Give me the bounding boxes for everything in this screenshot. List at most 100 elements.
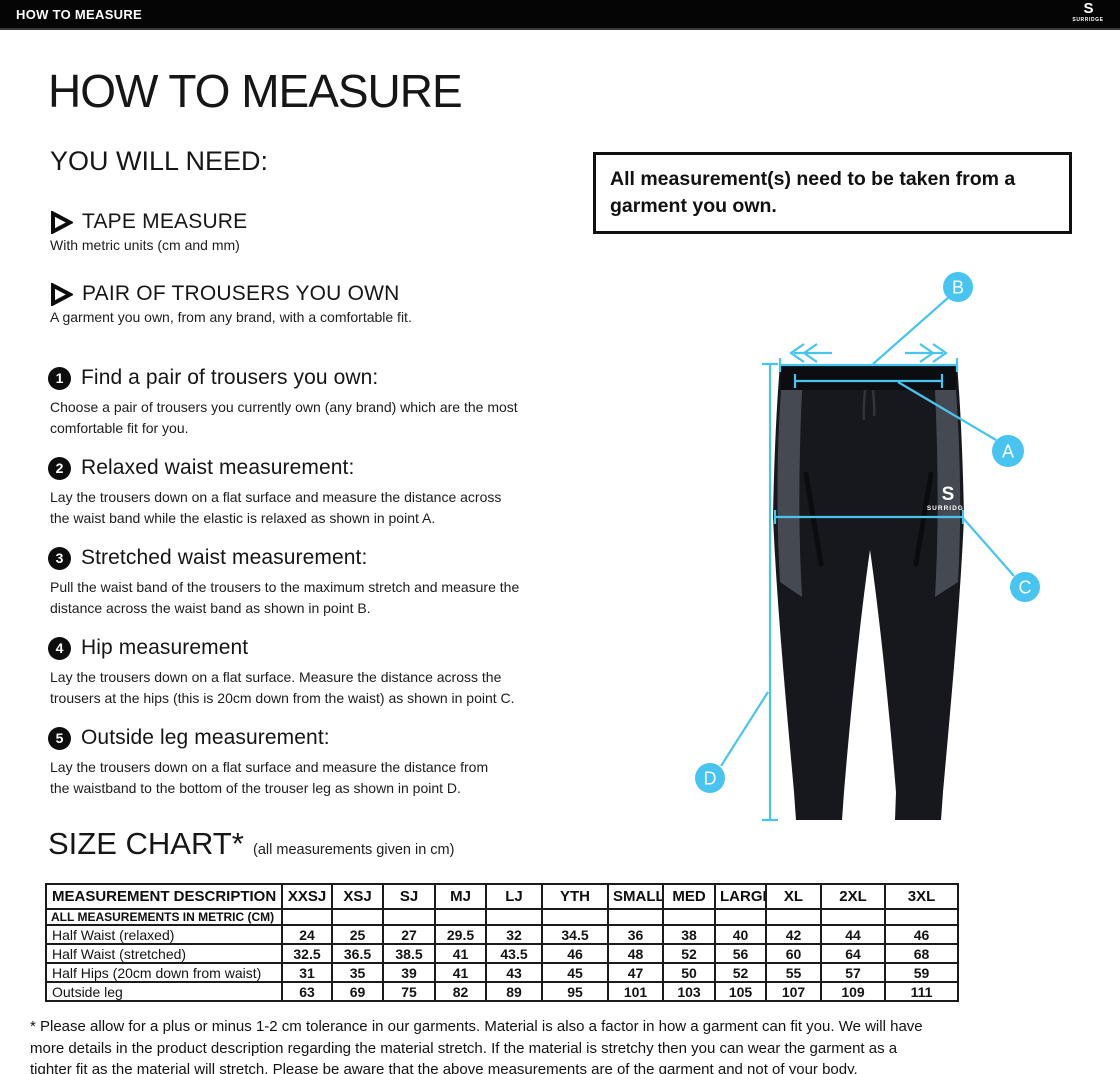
need-sub: A garment you own, from any brand, with … [50,309,412,325]
row-label-cell: Outside leg [45,981,283,1002]
measure-line-b [778,358,959,372]
value-cell: 89 [485,981,543,1002]
value-cell: 63 [281,981,333,1002]
empty-cell [281,908,333,926]
table-row: Half Hips (20cm down from waist) 31 35 39 41… [45,962,959,983]
value-cell: 29.5 [434,924,487,945]
value-cell: 52 [662,943,716,964]
need-label: PAIR OF TROUSERS YOU OWN [82,282,400,305]
value-cell: 50 [662,962,716,983]
value-cell: 46 [541,943,609,964]
value-cell: 107 [765,981,822,1002]
annotation-circle-d [695,763,725,793]
empty-cell [382,908,436,926]
side-panel-left [777,390,802,597]
value-cell: 34.5 [541,924,609,945]
empty-cell [607,908,664,926]
empty-cell [820,908,886,926]
need-label: TAPE MEASURE [82,210,248,233]
empty-cell [331,908,384,926]
value-cell: 42 [765,924,822,945]
tolerance-footnote: * Please allow for a plus or minus 1-2 c… [30,1018,923,1074]
waistband [780,364,957,390]
value-cell: 44 [820,924,886,945]
step-number-badge: 1 [48,366,71,390]
column-header-size: SJ [382,883,436,910]
surridge-logo: S SURRIDGE [1066,1,1110,24]
empty-cell [662,908,716,926]
value-cell: 25 [331,924,384,945]
need-item-trousers: PAIR OF TROUSERS YOU OWN A garment you o… [50,282,412,325]
column-header-size: LJ [485,883,543,910]
step-body: Pull the waist band of the trousers to t… [50,579,520,616]
empty-cell [434,908,487,926]
measure-line-d [762,362,778,822]
empty-cell [714,908,767,926]
size-chart-table: MEASUREMENT DESCRIPTION XXSJ XSJ SJ MJ LJ YTH… [45,883,959,1002]
empty-cell [765,908,822,926]
value-cell: 82 [434,981,487,1002]
size-chart-subheading: (all measurements given in cm) [253,842,455,858]
table-row: Outside leg 63 69 75 82 89 95 101 103 105 107 109 11… [45,981,959,1002]
column-header-size: MJ [434,883,487,910]
value-cell: 55 [765,962,822,983]
value-cell: 105 [714,981,767,1002]
value-cell: 59 [884,962,959,983]
measurement-note-box: All measurement(s) need to be taken from… [593,152,1072,234]
value-cell: 36 [607,924,664,945]
connector-b [872,296,950,365]
step-number-badge: 4 [48,636,71,660]
step-item-1: 1 Find a pair of trousers you own: Choose … [48,366,593,439]
top-bar: HOW TO MEASURE S SURRIDGE [0,0,1120,30]
empty-cell [884,908,959,926]
step-title: Find a pair of trousers you own: [81,366,379,389]
row-label-cell: Half Waist (relaxed) [45,924,283,945]
value-cell: 101 [607,981,664,1002]
value-cell: 64 [820,943,886,964]
step-title: Relaxed waist measurement: [81,456,355,479]
value-cell: 35 [331,962,384,983]
step-body: Lay the trousers down on a flat surface … [50,759,489,796]
value-cell: 68 [884,943,959,964]
value-cell: 95 [541,981,609,1002]
step-item-2: 2 Relaxed waist measurement: Lay the trous… [48,456,593,529]
row-label-cell: Half Waist (stretched) [45,943,283,964]
stretch-arrow-left [789,343,832,363]
empty-cell [541,908,609,926]
row-label-cell: Half Hips (20cm down from waist) [45,962,283,983]
step-number-badge: 3 [48,546,71,570]
value-cell: 32 [485,924,543,945]
play-triangle-icon [51,282,73,306]
value-cell: 43.5 [485,943,543,964]
connector-a [897,381,997,441]
value-cell: 52 [714,962,767,983]
value-cell: 40 [714,924,767,945]
column-header-size: LARGE [714,883,767,910]
step-title: Stretched waist measurement: [81,546,368,569]
step-item-5: 5 Outside leg measurement: Lay the trouser… [48,726,593,799]
annotation-label-d: D [704,768,717,788]
need-sub: With metric units (cm and mm) [50,237,240,253]
measure-line-a [793,374,944,388]
annotation-label-c: C [1019,577,1032,597]
annotation-label-b: B [952,277,964,297]
annotation-circle-c [1010,572,1040,602]
value-cell: 48 [607,943,664,964]
table-header-row: MEASUREMENT DESCRIPTION XXSJ XSJ SJ MJ LJ YTH… [45,883,959,910]
metric-note-cell: ALL MEASUREMENTS IN METRIC (CM) [45,908,283,926]
annotation-circle-a [992,435,1024,467]
top-bar-title: HOW TO MEASURE [16,7,143,22]
step-title: Hip measurement [81,636,249,659]
value-cell: 24 [281,924,333,945]
value-cell: 32.5 [281,943,333,964]
value-cell: 27 [382,924,436,945]
value-cell: 45 [541,962,609,983]
value-cell: 57 [820,962,886,983]
value-cell: 36.5 [331,943,384,964]
annotation-circle-b [943,272,973,302]
value-cell: 56 [714,943,767,964]
drawcord [862,389,876,421]
value-cell: 69 [331,981,384,1002]
value-cell: 75 [382,981,436,1002]
